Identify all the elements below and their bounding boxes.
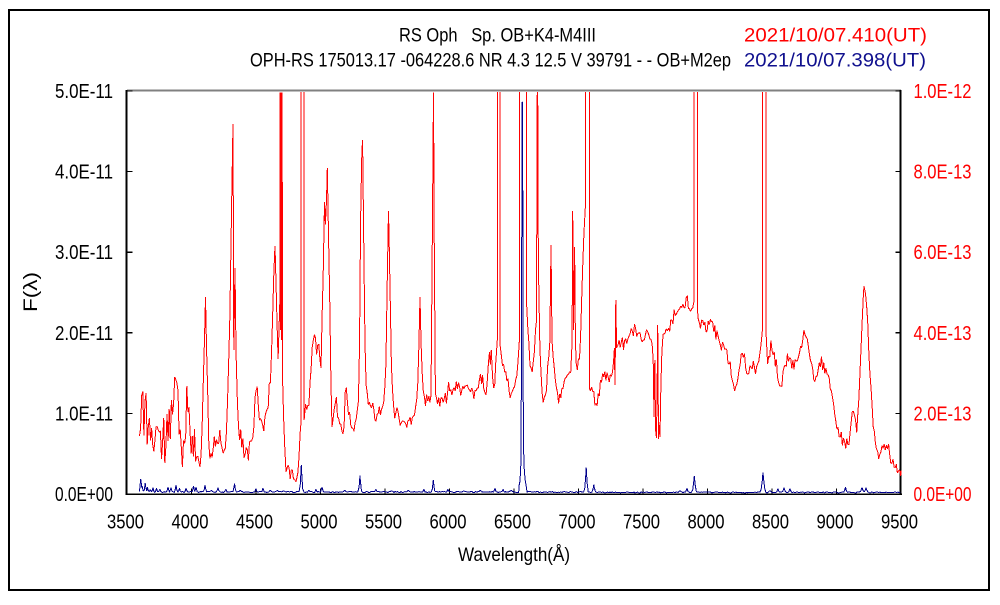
svg-text:6500: 6500 xyxy=(494,512,531,534)
svg-text:0.0E+00: 0.0E+00 xyxy=(914,484,972,506)
svg-text:2.0E-11: 2.0E-11 xyxy=(55,323,113,345)
svg-text:2021/10/07.398(UT): 2021/10/07.398(UT) xyxy=(744,50,926,71)
svg-text:8500: 8500 xyxy=(752,512,789,534)
svg-text:2021/10/07.410(UT): 2021/10/07.410(UT) xyxy=(744,26,927,47)
svg-text:1.0E-12: 1.0E-12 xyxy=(914,81,972,103)
svg-text:RS Oph Sp. OB+K4-M4III: RS Oph Sp. OB+K4-M4III xyxy=(399,25,596,47)
svg-text:4000: 4000 xyxy=(172,512,209,534)
svg-text:3500: 3500 xyxy=(107,512,144,534)
svg-text:8.0E-13: 8.0E-13 xyxy=(914,162,972,184)
svg-text:6.0E-13: 6.0E-13 xyxy=(914,242,972,264)
svg-text:F(λ): F(λ) xyxy=(21,272,42,312)
svg-text:5.0E-11: 5.0E-11 xyxy=(55,81,113,103)
svg-text:1.0E-11: 1.0E-11 xyxy=(55,403,113,425)
svg-text:0.0E+00: 0.0E+00 xyxy=(55,484,113,506)
svg-text:4.0E-13: 4.0E-13 xyxy=(914,323,972,345)
svg-text:Wavelength(Å): Wavelength(Å) xyxy=(458,543,570,566)
svg-text:3.0E-11: 3.0E-11 xyxy=(55,242,113,264)
svg-text:7500: 7500 xyxy=(623,512,660,534)
svg-text:9000: 9000 xyxy=(817,512,854,534)
svg-text:7000: 7000 xyxy=(559,512,596,534)
svg-text:OPH-RS 175013.17 -064228.6 NR: OPH-RS 175013.17 -064228.6 NR 4.3 12.5 V… xyxy=(250,49,731,71)
svg-text:5500: 5500 xyxy=(365,512,402,534)
svg-text:2.0E-13: 2.0E-13 xyxy=(914,403,972,425)
svg-text:5000: 5000 xyxy=(301,512,338,534)
svg-text:8000: 8000 xyxy=(688,512,725,534)
svg-text:9500: 9500 xyxy=(881,512,918,534)
svg-text:4.0E-11: 4.0E-11 xyxy=(55,162,113,184)
svg-text:4500: 4500 xyxy=(236,512,273,534)
svg-text:6000: 6000 xyxy=(430,512,467,534)
